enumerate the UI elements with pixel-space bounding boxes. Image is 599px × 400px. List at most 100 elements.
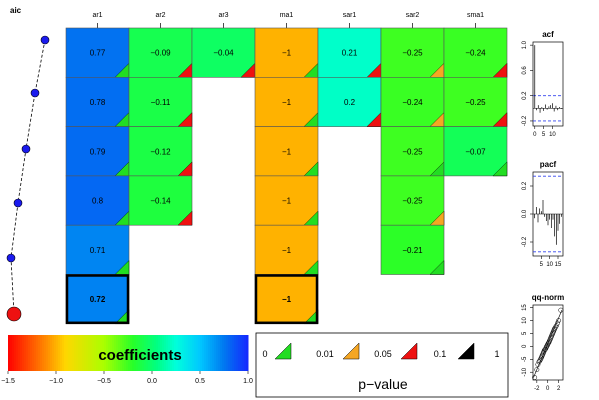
colorbar-segment [192,335,195,371]
colorbar-label: coefficients [98,347,181,364]
colorbar-segment [162,335,165,371]
cell-value: 0.21 [342,49,358,58]
qq-point [556,318,562,323]
qq-point [532,374,538,380]
colorbar-segment [8,335,11,371]
cell-value: −0.11 [151,98,171,107]
cell-value: −1 [282,246,292,255]
aic-point [21,144,31,154]
colorbar-segment [80,335,83,371]
heatmap-cell [65,77,130,127]
colorbar-segment [84,335,87,371]
qq-point [558,307,564,313]
colorbar-segment [168,335,171,371]
heatmap-cell [65,126,130,177]
cell-value: −0.12 [150,147,171,156]
colorbar-segment [184,335,187,371]
aic-point [6,253,16,263]
colorbar-segment [78,335,81,371]
colorbar-segment [188,335,191,371]
panel-frame [532,41,564,127]
colorbar-segment [200,335,203,371]
colorbar-segment [204,335,207,371]
heatmap-cell [443,27,508,78]
colorbar-tick-label: 0.5 [195,378,205,385]
p-value-label: 0.01 [316,349,334,359]
colorbar-segment [144,335,147,371]
cell-value: 0.77 [90,49,106,58]
colorbar-segment [70,335,73,371]
colorbar-segment [118,335,121,371]
colorbar-segment [202,335,205,371]
colorbar-segment [166,335,169,371]
cell-value: −0.24 [465,49,486,58]
colorbar-segment [42,335,45,371]
colorbar-segment [92,335,95,371]
colorbar-segment [46,335,49,371]
colorbar-segment [240,335,243,371]
cell-value: −0.04 [213,49,234,58]
p-value-swatch [400,342,418,360]
qq-point [537,358,543,364]
colorbar-segment [134,335,137,371]
p-value-marker [429,260,445,275]
colorbar-segment [136,335,139,371]
colorbar-segment [158,335,161,371]
colorbar-segment [30,335,33,371]
colorbar-segment [190,335,193,371]
colorbar-segment [110,335,113,371]
colorbar-segment [164,335,167,371]
colorbar-segment [44,335,47,371]
colorbar-segment [208,335,211,371]
x-tick-label: 0 [533,132,537,138]
cell-value: −1 [282,147,292,156]
colorbar-segment [218,335,221,371]
colorbar-segment [94,335,97,371]
colorbar-segment [90,335,93,371]
colorbar-segment [232,335,235,371]
aic-title: aic [10,6,22,15]
colorbar-segment [98,335,101,371]
qq-norm-panel: qq-norm -10 -5 0 5 10 15 -2 0 2 [522,293,564,392]
qq-reference-line [533,310,563,378]
qq-point [555,320,560,326]
colorbar-segment [18,335,21,371]
colorbar-segment [114,335,117,371]
heatmap-cell [443,126,508,177]
cell-value: −0.25 [402,49,423,58]
aic-point [30,88,40,98]
colorbar-segment [68,335,71,371]
colorbar-segment [56,335,59,371]
cell-value: −1 [282,197,292,206]
colorbar-tick-label: −1.5 [1,378,15,385]
y-tick-label: -10 [522,367,528,376]
y-tick-label: 5 [522,331,528,335]
heatmap-cell [254,77,319,127]
colorbar-segment [154,335,157,371]
heatmap-cell [380,126,445,177]
colorbar-segment [32,335,35,371]
colorbar-segment [246,335,249,371]
column-label-sar1: sar1 [343,12,357,19]
acf-panel: acf -0.2 0.2 0.6 1.0 0 5 10 [522,30,564,138]
colorbar-segment [206,335,209,371]
colorbar-segment [234,335,237,371]
heatmap-cell [128,175,193,226]
x-tick-label: -2 [534,386,540,392]
qq-point [554,323,559,329]
colorbar-segment [62,335,65,371]
p-value-label: 1 [494,349,499,359]
colorbar-segment [176,335,179,371]
colorbar-segment [242,335,245,371]
colorbar-segment [34,335,37,371]
colorbar-segment [142,335,145,371]
colorbar-segment [140,335,143,371]
heatmap-cell [128,27,193,78]
y-tick-label: -0.2 [522,236,528,247]
colorbar-segment [16,335,19,371]
cell-value: −0.25 [402,147,423,156]
qq-point [535,362,541,367]
qq-point [542,347,547,353]
colorbar-segment [66,335,69,371]
colorbar-segment [182,335,185,371]
